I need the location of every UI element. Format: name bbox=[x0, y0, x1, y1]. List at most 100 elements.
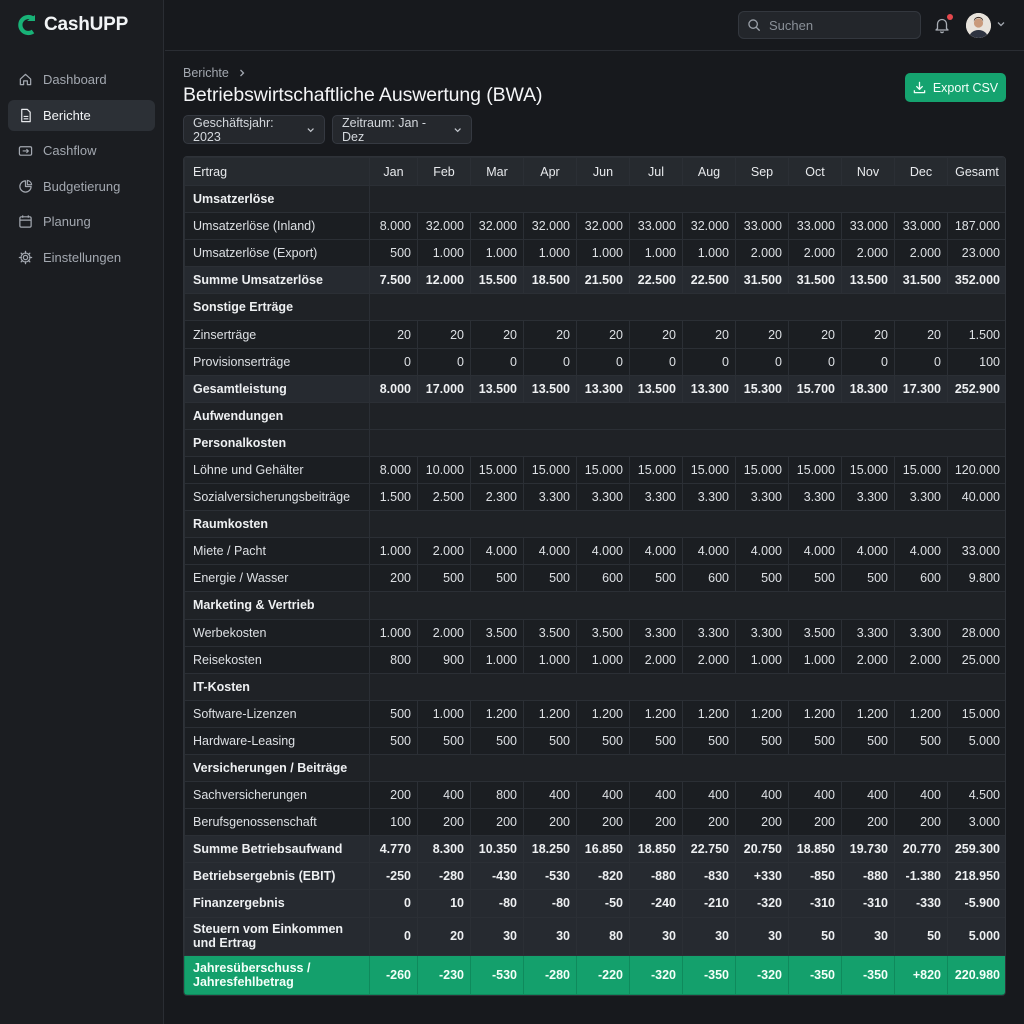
sidebar-item-einstellungen[interactable]: Einstellungen bbox=[8, 242, 155, 273]
row-total-cell: -5.900 bbox=[947, 889, 1005, 918]
column-header[interactable]: Aug bbox=[682, 157, 736, 186]
sidebar-item-dashboard[interactable]: Dashboard bbox=[8, 64, 155, 95]
value-cell: 15.000 bbox=[682, 455, 736, 485]
value-cell: 13.300 bbox=[576, 374, 630, 403]
column-header[interactable]: Gesamt bbox=[947, 157, 1005, 186]
value-cell: 200 bbox=[894, 808, 948, 837]
column-header[interactable]: Nov bbox=[841, 157, 895, 186]
table-section-row[interactable]: Raumkosten bbox=[184, 510, 1005, 539]
row-label: Werbekosten bbox=[184, 618, 370, 647]
export-csv-button[interactable]: Export CSV bbox=[905, 73, 1006, 102]
table-row[interactable]: Löhne und Gehälter 8.000 10.000 15.000 15.00… bbox=[184, 455, 1005, 485]
column-header[interactable]: Oct bbox=[788, 157, 842, 186]
table-sum-row[interactable]: Summe Umsatzerlöse 7.500 12.000 15.500 18.50… bbox=[184, 266, 1005, 295]
table-sum-row[interactable]: Betriebsergebnis (EBIT) -250 -280 -430 -530-… bbox=[184, 862, 1005, 891]
table-total-row[interactable]: Jahresüberschuss / Jahresfehlbetrag -260-… bbox=[184, 954, 1005, 995]
value-cell: 8.300 bbox=[417, 835, 471, 864]
value-cell: -830 bbox=[682, 862, 736, 891]
table-row[interactable]: Umsatzerlöse (Inland) 8.000 32.000 32.000 32… bbox=[184, 212, 1005, 241]
table-row[interactable]: Werbekosten 1.000 2.000 3.500 3.500 3.500 3.30… bbox=[184, 618, 1005, 647]
row-label: Software-Lizenzen bbox=[184, 699, 370, 728]
page-title: Betriebswirtschaftliche Auswertung (BWA) bbox=[183, 84, 543, 106]
table-row[interactable]: Hardware-Leasing 500 500 500 500 500 500 500 500… bbox=[184, 726, 1005, 755]
brand[interactable]: CashUPP bbox=[16, 13, 128, 37]
value-cell: 15.000 bbox=[629, 455, 683, 485]
row-total-cell: 218.950 bbox=[947, 862, 1005, 891]
row-label: Sonstige Erträge bbox=[184, 293, 370, 322]
value-cell: 33.000 bbox=[735, 212, 789, 241]
table-section-row[interactable]: Versicherungen / Beiträge bbox=[184, 753, 1005, 783]
row-total-cell: 120.000 bbox=[947, 455, 1005, 485]
row-label: Steuern vom Einkommen und Ertrag bbox=[184, 916, 370, 956]
breadcrumb: Berichte bbox=[183, 66, 247, 80]
table-section-row[interactable]: Sonstige Erträge bbox=[184, 293, 1005, 322]
table-row[interactable]: Sachversicherungen 200 400 800 400 400 400 400 4… bbox=[184, 781, 1005, 810]
section-filler bbox=[369, 753, 1005, 783]
sidebar-item-budgetierung[interactable]: Budgetierung bbox=[8, 171, 155, 202]
chevron-down-icon[interactable] bbox=[996, 19, 1006, 29]
value-cell: 4.000 bbox=[576, 537, 630, 566]
column-header[interactable]: Mar bbox=[470, 157, 524, 186]
row-total-cell: 100 bbox=[947, 347, 1005, 376]
table-row[interactable]: Zinserträge 20 20 20 20 20 20 20 20 20 20 20 1.500 bbox=[184, 320, 1005, 349]
breadcrumb-item-berichte[interactable]: Berichte bbox=[183, 66, 229, 80]
table-row[interactable]: Umsatzerlöse (Export) 500 1.000 1.000 1.000 1… bbox=[184, 239, 1005, 268]
column-header[interactable]: Dec bbox=[894, 157, 948, 186]
row-label: Berufsgenossenschaft bbox=[184, 808, 370, 837]
bell-icon[interactable] bbox=[933, 16, 951, 34]
search-input[interactable] bbox=[769, 17, 909, 33]
table-section-row[interactable]: IT-Kosten bbox=[184, 672, 1005, 701]
table-row[interactable]: Provisionserträge 0 0 0 0 0 0 0 0 0 0 0 100 bbox=[184, 347, 1005, 376]
avatar[interactable] bbox=[966, 13, 991, 38]
column-header[interactable]: Jan bbox=[369, 157, 418, 186]
search-box[interactable] bbox=[738, 11, 921, 39]
column-header[interactable]: Ertrag bbox=[184, 157, 370, 186]
column-header[interactable]: Feb bbox=[417, 157, 471, 186]
value-cell: 600 bbox=[576, 564, 630, 593]
notification-dot bbox=[947, 14, 953, 20]
home-icon bbox=[18, 72, 33, 87]
table-row[interactable]: Reisekosten 800 900 1.000 1.000 1.000 2.000 2.0… bbox=[184, 645, 1005, 674]
sidebar-item-planung[interactable]: Planung bbox=[8, 206, 155, 237]
table-section-row[interactable]: Personalkosten bbox=[184, 428, 1005, 457]
column-header[interactable]: Jun bbox=[576, 157, 630, 186]
column-header[interactable]: Apr bbox=[523, 157, 577, 186]
value-cell: 21.500 bbox=[576, 266, 630, 295]
table-section-row[interactable]: Aufwendungen bbox=[184, 401, 1005, 430]
table-sum-row[interactable]: Gesamtleistung 8.000 17.000 13.500 13.500 13.… bbox=[184, 374, 1005, 403]
value-cell: 400 bbox=[841, 781, 895, 810]
value-cell: 200 bbox=[735, 808, 789, 837]
column-header[interactable]: Jul bbox=[629, 157, 683, 186]
value-cell: 8.000 bbox=[369, 212, 418, 241]
value-cell: 8.000 bbox=[369, 374, 418, 403]
value-cell: 30 bbox=[841, 916, 895, 956]
table-row[interactable]: Berufsgenossenschaft 100 200 200 200 200 200 20… bbox=[184, 808, 1005, 837]
value-cell: 3.500 bbox=[576, 618, 630, 647]
table-row[interactable]: Energie / Wasser 200 500 500 500 600 500 600 500… bbox=[184, 564, 1005, 593]
table-sum-row[interactable]: Steuern vom Einkommen und Ertrag 0 20 30 30 8… bbox=[184, 916, 1005, 956]
value-cell: 50 bbox=[894, 916, 948, 956]
period-select[interactable]: Zeitraum: Jan - Dez bbox=[332, 115, 472, 144]
value-cell: 200 bbox=[470, 808, 524, 837]
row-total-cell: 25.000 bbox=[947, 645, 1005, 674]
value-cell: 1.500 bbox=[369, 483, 418, 512]
table-row[interactable]: Software-Lizenzen 500 1.000 1.200 1.200 1.200… bbox=[184, 699, 1005, 728]
value-cell: 1.200 bbox=[576, 699, 630, 728]
value-cell: -280 bbox=[523, 954, 577, 995]
export-csv-label: Export CSV bbox=[932, 80, 999, 95]
value-cell: 20 bbox=[523, 320, 577, 349]
column-header[interactable]: Sep bbox=[735, 157, 789, 186]
table-row[interactable]: Sozialversicherungsbeiträge 1.500 2.500 2.3… bbox=[184, 483, 1005, 512]
table-sum-row[interactable]: Finanzergebnis 0 10 -80 -80 -50 -240 -210 -320 -3… bbox=[184, 889, 1005, 918]
table-section-row[interactable]: Umsatzerlöse bbox=[184, 184, 1005, 214]
value-cell: 500 bbox=[369, 726, 418, 755]
table-row[interactable]: Miete / Pacht 1.000 2.000 4.000 4.000 4.000 4.… bbox=[184, 537, 1005, 566]
table-section-row[interactable]: Marketing & Vertrieb bbox=[184, 591, 1005, 620]
value-cell: +330 bbox=[735, 862, 789, 891]
sidebar-item-berichte[interactable]: Berichte bbox=[8, 99, 155, 131]
value-cell: 3.300 bbox=[576, 483, 630, 512]
value-cell: 1.200 bbox=[470, 699, 524, 728]
sidebar-item-cashflow[interactable]: Cashflow bbox=[8, 135, 155, 166]
fiscal-year-select[interactable]: Geschäftsjahr: 2023 bbox=[183, 115, 325, 144]
table-sum-row[interactable]: Summe Betriebsaufwand 4.770 8.300 10.350 18.… bbox=[184, 835, 1005, 864]
